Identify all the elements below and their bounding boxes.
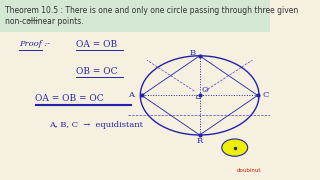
Text: A, B, C  →  equidistant: A, B, C → equidistant <box>49 121 143 129</box>
Text: R: R <box>196 137 203 145</box>
Text: A: A <box>128 91 134 98</box>
Circle shape <box>222 139 248 156</box>
Bar <box>0 0 270 32</box>
Text: C: C <box>262 91 269 98</box>
Text: doubinut: doubinut <box>237 168 262 173</box>
Text: O: O <box>201 86 208 94</box>
Text: OB = OC: OB = OC <box>76 67 117 76</box>
Text: Proof :-: Proof :- <box>19 40 50 48</box>
Text: OA = OB: OA = OB <box>76 40 117 49</box>
Text: B: B <box>190 49 196 57</box>
Text: OA = OB = OC: OA = OB = OC <box>35 94 104 103</box>
Text: Theorem 10.5 : There is one and only one circle passing through three given
non-: Theorem 10.5 : There is one and only one… <box>5 6 299 26</box>
